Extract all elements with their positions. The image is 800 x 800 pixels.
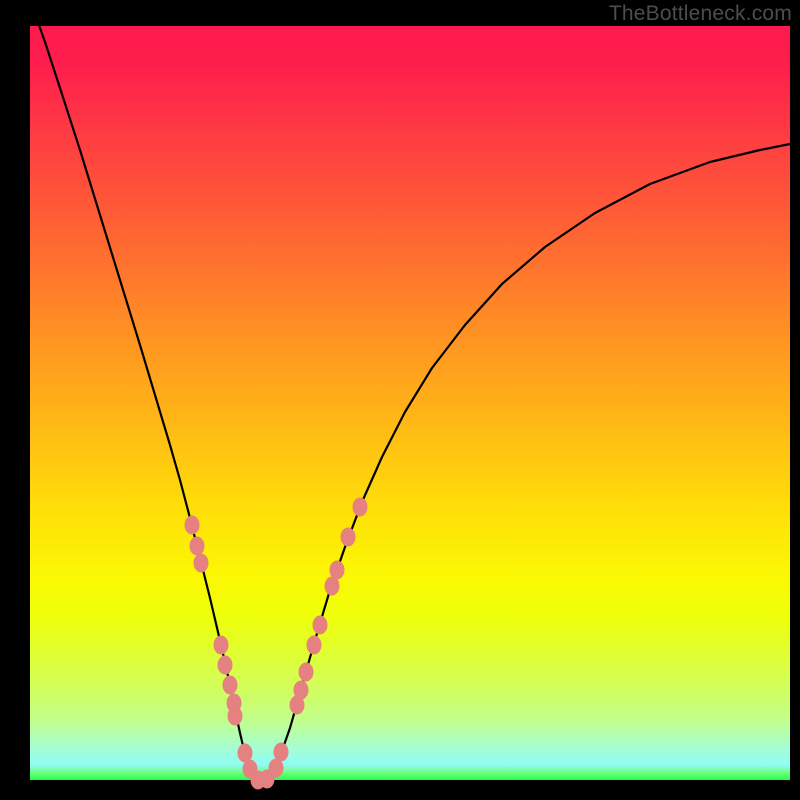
data-dot bbox=[214, 636, 228, 654]
data-dot bbox=[299, 663, 313, 681]
data-dot bbox=[185, 516, 199, 534]
bottleneck-curve bbox=[30, 0, 790, 780]
data-dot bbox=[274, 743, 288, 761]
data-dot bbox=[307, 636, 321, 654]
curve-overlay bbox=[0, 0, 800, 800]
chart-container: TheBottleneck.com bbox=[0, 0, 800, 800]
data-dot bbox=[194, 554, 208, 572]
data-dots bbox=[185, 498, 367, 789]
data-dot bbox=[228, 707, 242, 725]
data-dot bbox=[218, 656, 232, 674]
data-dot bbox=[190, 537, 204, 555]
data-dot bbox=[294, 681, 308, 699]
data-dot bbox=[341, 528, 355, 546]
watermark-text: TheBottleneck.com bbox=[609, 2, 792, 26]
data-dot bbox=[353, 498, 367, 516]
data-dot bbox=[223, 676, 237, 694]
data-dot bbox=[325, 577, 339, 595]
data-dot bbox=[330, 561, 344, 579]
data-dot bbox=[269, 759, 283, 777]
data-dot bbox=[238, 744, 252, 762]
data-dot bbox=[313, 616, 327, 634]
